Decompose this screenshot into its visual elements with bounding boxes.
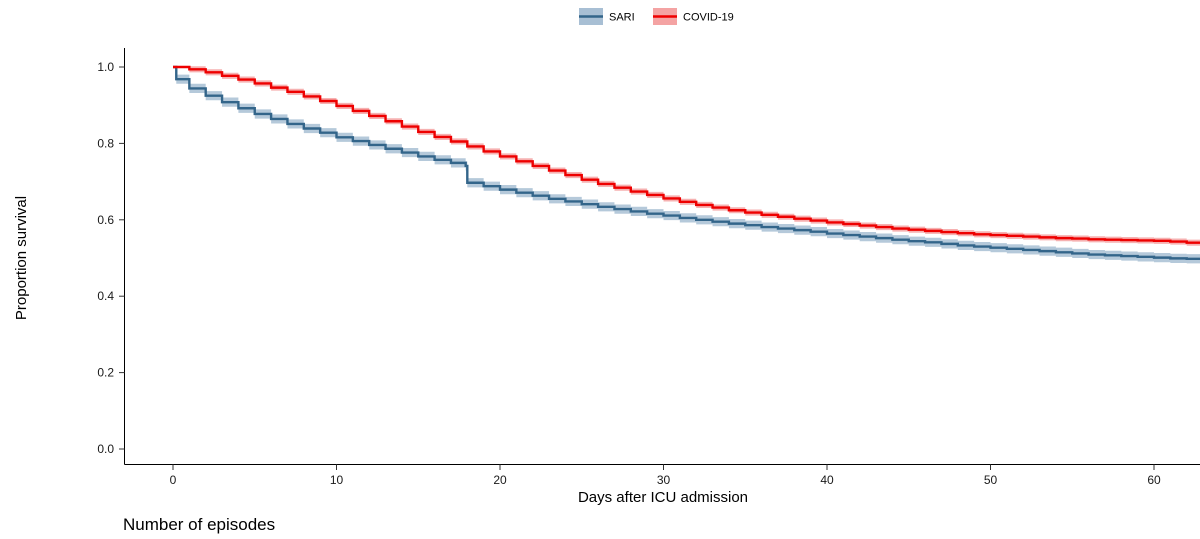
legend-item-sari: SARI	[579, 8, 635, 25]
survival-curves	[173, 65, 1200, 260]
legend: SARI COVID-19	[579, 8, 734, 25]
x-tick-label: 10	[330, 473, 344, 487]
legend-item-covid: COVID-19	[653, 8, 734, 25]
x-tick-label: 50	[984, 473, 998, 487]
y-axis-ticks: 0.0 0.2 0.4 0.6 0.8 1.0	[97, 60, 125, 456]
y-tick-label: 0.8	[97, 136, 114, 150]
x-tick-label: 40	[820, 473, 834, 487]
ci-band-sari	[173, 67, 1200, 264]
x-tick-label: 0	[170, 473, 177, 487]
survival-line-covid-19	[173, 65, 1200, 244]
legend-label-sari: SARI	[609, 12, 635, 24]
survival-line-sari	[173, 65, 1200, 260]
y-axis-title: Proportion survival	[13, 196, 30, 320]
x-tick-label: 20	[493, 473, 507, 487]
y-tick-label: 1.0	[97, 60, 114, 74]
y-tick-label: 0.4	[97, 289, 114, 303]
x-tick-label: 30	[657, 473, 671, 487]
x-axis-ticks: 0 10 20 30 40 50 60	[170, 464, 1161, 487]
y-tick-label: 0.0	[97, 442, 114, 456]
number-of-episodes-caption: Number of episodes	[123, 515, 276, 534]
x-tick-label: 60	[1147, 473, 1161, 487]
legend-label-covid: COVID-19	[683, 12, 734, 24]
confidence-bands	[173, 66, 1200, 264]
y-tick-label: 0.2	[97, 366, 114, 380]
y-tick-label: 0.6	[97, 213, 114, 227]
x-axis-title: Days after ICU admission	[578, 489, 748, 506]
